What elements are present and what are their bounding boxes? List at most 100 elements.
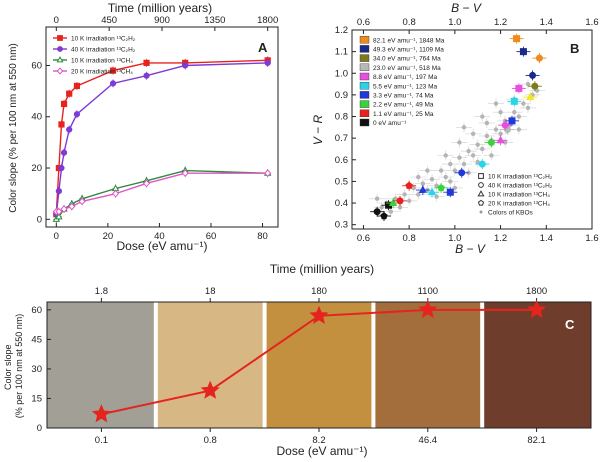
panel-c-color-swatches [47, 302, 591, 428]
panel-a-x-tick-label: 80 [257, 231, 268, 242]
panel-c-x-axis-title: Dose (eV amu⁻¹) [276, 444, 367, 458]
panel-a-y-tick-label: 40 [31, 112, 42, 123]
panel-a-series-line-0 [55, 59, 268, 215]
panel-a-point-1 [58, 164, 65, 172]
panel-b-kbo-point [397, 205, 403, 210]
panel-b-kbo-point [438, 168, 444, 173]
panel-b-point-4 [396, 197, 404, 205]
panel-c-x-tick-label: 0.8 [204, 435, 217, 446]
panel-c-x-tick-label: 8.2 [312, 435, 325, 446]
panel-b-legend-swatch [359, 81, 370, 90]
panel-c-top-tick-label: 18 [205, 286, 216, 297]
panel-a-series-line-1 [55, 62, 268, 215]
panel-b-legend-label: 1.1 eV amu⁻¹, 25 Ma [373, 111, 434, 118]
panel-c-top-axis-title: Time (million years) [270, 262, 374, 276]
panel-b-kbo-point [443, 174, 448, 180]
panel-a-point-1 [109, 80, 117, 87]
panel-b-y-tick-label: 1.1 [335, 47, 348, 58]
panel-b-y-tick-label: 0.7 [335, 133, 348, 144]
panel-a-point-3 [181, 169, 189, 178]
panel-c-y-tick-label: 45 [31, 334, 42, 345]
panel-b-kbo-point [493, 127, 499, 132]
panel-b: B − V 0.6 0.6 0.8 0.8 1.0 1.0 1.2 1.2 1.4 1.4 1.6 1… [311, 1, 599, 256]
panel-b-point-11 [478, 160, 486, 168]
panel-a-point-3 [112, 189, 120, 198]
panel-a-top-tick-label: 0 [54, 15, 59, 26]
panel-a-point-1 [264, 59, 271, 66]
panel-b-kbo-point [416, 174, 421, 180]
panel-b-x-tick-label: 1.4 [540, 233, 553, 244]
panel-b-dose-legend: 82.1 eV amu⁻¹, 1848 Ma 49.3 eV amu⁻¹, 110… [359, 36, 445, 127]
panel-b-top-tick-label: 1.2 [494, 17, 507, 28]
panel-c-y-axis-title-line1: Color slope [3, 344, 13, 390]
panel-a-legend-label: 10 K irradiation ¹³CH₄ [71, 58, 133, 65]
panel-b-legend-label: 34.0 eV amu⁻¹, 764 Ma [373, 56, 441, 63]
panel-b-kbo-point [452, 168, 458, 173]
panel-b-point-1 [380, 212, 388, 220]
panel-c-y-tick-label: 15 [31, 393, 42, 404]
panel-a-legend: 10 K irradiation ¹³C₂H₂ 40 K irradiation … [53, 35, 136, 76]
panel-b-top-axis-title: B − V [451, 1, 482, 15]
panel-b-legend-label: 2.2 eV amu⁻¹, 49 Ma [373, 102, 434, 109]
panel-c-top-tick-label: 1800 [526, 286, 547, 297]
panel-b-kbo-point [516, 127, 522, 132]
panel-c-x-tick-label: 46.4 [419, 435, 438, 446]
panel-b-kbo-point [448, 179, 453, 184]
panel-b-x-tick-label: 0.8 [403, 233, 416, 244]
panel-a-legend-label: 40 K irradiation ¹³C₂H₂ [71, 47, 136, 54]
panel-b-kbo-point [470, 131, 476, 137]
panel-b-kbo-point [480, 114, 485, 119]
panel-a-point-0 [58, 121, 65, 128]
panel-b-legend-label: 3.3 eV amu⁻¹, 74 Ma [373, 93, 434, 100]
panel-b-kbo-point [461, 125, 467, 130]
panel-b-kbo-point [434, 194, 439, 199]
panel-a-point-1 [182, 62, 189, 69]
panel-b-x-axis-title: B − V [455, 242, 486, 256]
panel-b-legend-label: 8.8 eV amu⁻¹, 197 Ma [373, 74, 438, 81]
panel-b-point-22 [513, 35, 521, 43]
panel-c-x-tick-label: 82.1 [527, 435, 546, 446]
panel-c-top-tick-label: 180 [311, 286, 327, 297]
panel-a-letter: A [258, 40, 268, 55]
panel-a-frame [45, 26, 279, 228]
panel-a-series-line-3 [56, 172, 268, 213]
panel-b-point-9 [446, 188, 454, 196]
panel-b-kbo-point [475, 159, 480, 165]
panel-b-legend-swatch [359, 91, 370, 99]
panel-a-legend-label: 10 K irradiation ¹³C₂H₂ [71, 36, 136, 43]
panel-b-point-13 [496, 135, 505, 144]
panel-a-point-3 [264, 169, 272, 178]
panel-a-top-tick-label: 1800 [257, 15, 278, 26]
panel-b-point-16 [510, 97, 518, 105]
panel-a-top-tick-label: 1350 [204, 15, 225, 26]
panel-b-kbo-point [443, 153, 448, 158]
panel-b-x-tick-label: 0.6 [357, 233, 370, 244]
panel-b-kbo-point [484, 120, 490, 126]
panel-b-kbo-point [448, 161, 453, 167]
panel-c-y-tick-label: 30 [31, 364, 42, 375]
panel-a-point-1 [55, 188, 62, 195]
panel-a-point-3 [78, 197, 86, 206]
panel-c-swatch-1 [157, 302, 263, 428]
panel-b-x-tick-label: 1.0 [448, 233, 461, 244]
panel-b-top-tick-label: 1.6 [585, 17, 598, 28]
panel-a-legend-marker [56, 67, 64, 75]
panel-b-point-3 [388, 198, 398, 206]
panel-b-legend-label: 23.0 eV amu⁻¹, 518 Ma [373, 65, 441, 72]
panel-c-swatch-4 [484, 302, 591, 428]
panel-b-legend-label: 49.3 eV amu⁻¹, 1109 Ma [373, 47, 444, 54]
panel-b-legend-swatch [359, 54, 370, 62]
panel-b-marker-legend-label: Colors of KBOs [488, 209, 534, 216]
panel-b-kbo-point [480, 146, 485, 152]
panel-a-legend-marker [56, 56, 64, 63]
panel-a-point-1 [66, 126, 73, 133]
panel-b-top-tick-label: 1.0 [448, 17, 461, 28]
panel-b-letter: B [570, 41, 579, 56]
panel-b-kbo-point [521, 101, 526, 106]
panel-a-x-tick-label: 20 [103, 231, 114, 242]
panel-a-point-3 [60, 205, 68, 213]
panel-b-legend-swatch [359, 63, 370, 71]
panel-b-kbo-point [475, 142, 480, 147]
panel-b-point-15 [508, 117, 516, 125]
panel-a-top-tick-label: 900 [154, 15, 170, 26]
